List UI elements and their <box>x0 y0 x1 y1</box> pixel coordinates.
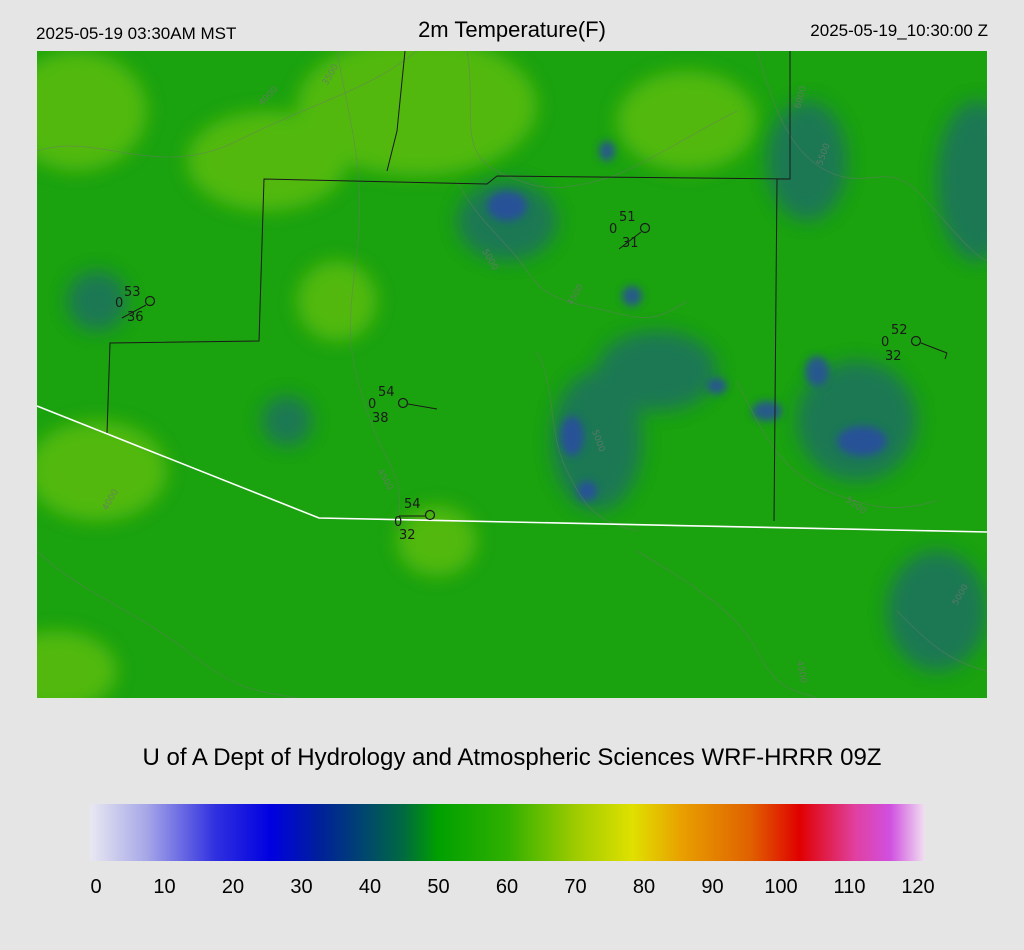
station-plot: 52 0 32 <box>881 323 948 364</box>
station-plot: 53 0 36 <box>115 285 156 325</box>
station-dewpoint: 36 <box>127 310 144 325</box>
terrain-contours <box>37 51 987 698</box>
model-credit: U of A Dept of Hydrology and Atmospheric… <box>142 744 882 771</box>
station-dewpoint: 32 <box>399 528 416 543</box>
station-temp: 51 <box>619 210 636 225</box>
station-gust: 0 <box>881 335 889 350</box>
contour-label: 4500 <box>794 660 808 685</box>
map-title: 2m Temperature(F) <box>418 17 606 42</box>
colorbar-tick-label: 40 <box>358 876 382 898</box>
colorbar-tick-label: 0 <box>90 876 102 898</box>
colorbar-tick-label: 10 <box>153 876 176 898</box>
station-gust: 0 <box>609 222 617 237</box>
colorbar-tick-label: 20 <box>221 876 245 898</box>
state-border <box>37 405 987 533</box>
station-plot: 54 0 32 <box>394 497 436 543</box>
cold-cores <box>487 141 887 501</box>
local-time-label: 2025-05-19 03:30AM MST <box>36 24 237 43</box>
utc-time-label: 2025-05-19_10:30:00 Z <box>810 21 988 40</box>
station-temp: 54 <box>404 497 421 512</box>
station-dewpoint: 32 <box>885 349 902 364</box>
station-temp: 52 <box>891 323 908 338</box>
colorbar-tick-label: 100 <box>764 876 798 898</box>
colorbar-tick-label: 110 <box>833 876 866 898</box>
colorbar-tick-label: 70 <box>564 876 587 898</box>
station-dewpoint: 31 <box>622 236 639 251</box>
station-gust: 0 <box>394 515 402 530</box>
station-gust: 0 <box>368 397 376 412</box>
colorbar-tick-label: 60 <box>495 876 519 898</box>
colorbar-tick-label: 30 <box>290 876 313 898</box>
station-temp: 54 <box>378 385 395 400</box>
warm-areas <box>37 51 757 698</box>
station-plot: 51 0 31 <box>609 210 651 251</box>
colorbar-tick-label: 90 <box>701 876 724 898</box>
colorbar-tick-label: 80 <box>632 876 656 898</box>
cool-areas <box>67 101 987 671</box>
station-dewpoint: 38 <box>372 411 389 426</box>
colorbar-tick-label: 50 <box>427 876 450 898</box>
station-gust: 0 <box>115 296 123 311</box>
county-boundaries <box>106 51 791 522</box>
temperature-colorbar <box>90 804 925 861</box>
colorbar-tick-label: 120 <box>901 876 935 898</box>
station-plot: 54 0 38 <box>368 385 438 426</box>
station-temp: 53 <box>124 285 141 300</box>
temperature-map: 6000 5500 5000 4500 4000 3500 5500 5000 … <box>37 51 987 698</box>
